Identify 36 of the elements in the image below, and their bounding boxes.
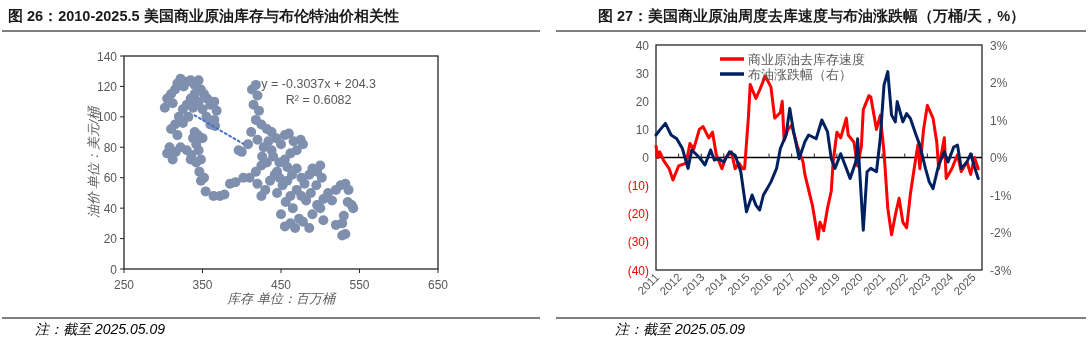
y-tick-label: 140 <box>96 49 118 64</box>
x-tick-label: 450 <box>270 278 292 292</box>
y2-tick-label: -3% <box>990 263 1012 278</box>
y2-tick-label: -2% <box>990 226 1012 240</box>
text: 注：截至 2025.05.09 <box>615 321 746 337</box>
y-tick-label: 20 <box>635 94 650 109</box>
y-tick-label: (20) <box>627 207 649 222</box>
y2-tick-label: 2% <box>990 76 1008 90</box>
x-tick-label: 650 <box>427 278 449 292</box>
y-tick-label: 0 <box>110 262 118 277</box>
y-tick-label: 80 <box>103 140 118 155</box>
y-tick-label: 40 <box>635 38 650 53</box>
y-tick-label: (30) <box>627 235 649 250</box>
text: 注：截至 2025.05.09 <box>35 321 166 337</box>
y-tick-label: 20 <box>103 232 118 247</box>
y-tick-label: 10 <box>635 122 650 137</box>
x-tick-label: 350 <box>192 278 213 292</box>
y2-tick-label: 1% <box>990 113 1008 128</box>
x-tick-label: 250 <box>113 278 135 292</box>
y-tick-label: 0 <box>642 151 650 165</box>
annotation: R² = 0.6082 <box>285 93 352 107</box>
y-tick-label: 40 <box>103 201 118 216</box>
annotation: y = -0.3037x + 204.3 <box>261 77 377 91</box>
chart-title: 图 26：2010-2025.5 美国商业原油库存与布伦特油价相关性 <box>8 7 399 24</box>
y-tick-label: (10) <box>627 179 649 194</box>
y-tick-label: 120 <box>96 79 118 94</box>
y2-tick-label: -1% <box>990 188 1012 203</box>
y2-tick-label: 3% <box>990 38 1008 53</box>
x-tick-label: 550 <box>349 278 370 292</box>
y-tick-label: 60 <box>103 171 118 186</box>
legend-label: 布油涨跌幅（右） <box>748 67 852 82</box>
chart-title: 图 27：美国商业原油周度去库速度与布油涨跌幅（万桶/天，%） <box>598 7 1026 24</box>
legend-label: 商业原油去库存速度 <box>748 51 865 67</box>
x-axis-title: 库存 单位：百万桶 <box>227 291 337 306</box>
y2-tick-label: 0% <box>990 151 1008 165</box>
y-tick-label: 30 <box>635 66 650 81</box>
